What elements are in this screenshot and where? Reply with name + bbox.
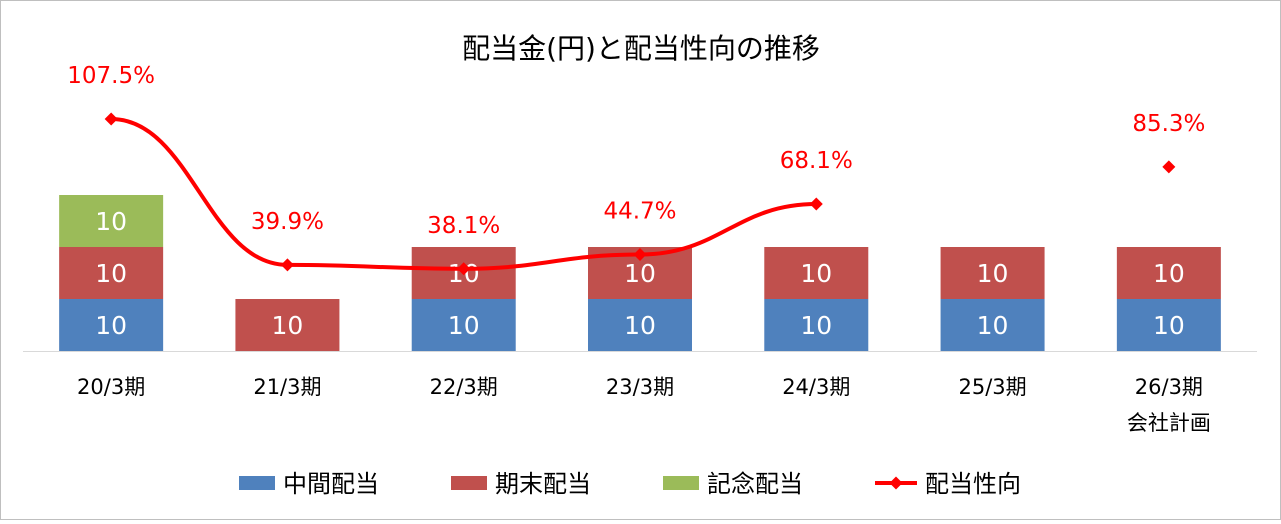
bar-segment — [588, 299, 692, 351]
bar-value-label: 10 — [977, 311, 1009, 340]
bar-segment — [59, 299, 164, 351]
payout-ratio-marker — [457, 262, 471, 276]
bar-value-label: 10 — [95, 207, 127, 236]
bar-segment — [411, 299, 516, 351]
bar-value-label: 10 — [624, 259, 656, 288]
bar-segment — [764, 299, 869, 351]
bar-value-label: 10 — [95, 259, 127, 288]
x-tick-label: 26/3期 — [1135, 375, 1203, 399]
payout-ratio-label: 44.7% — [603, 199, 676, 225]
bar-value-label: 10 — [448, 311, 480, 340]
bar-value-label: 10 — [272, 311, 304, 340]
payout-ratio-line — [111, 117, 817, 271]
bar-segment — [235, 299, 340, 351]
bar-value-label: 10 — [800, 259, 832, 288]
legend-label: 記念配当 — [707, 470, 803, 498]
x-tick-label: 21/3期 — [253, 375, 321, 399]
legend-line-marker — [889, 476, 903, 490]
payout-ratio-layer: 107.5% 39.9% 38.1% 44.7% 68.1% 85.3% — [67, 63, 1205, 276]
bar-segment — [764, 247, 869, 299]
bar-segment — [59, 247, 164, 299]
payout-ratio-marker — [280, 258, 294, 272]
payout-ratio-marker — [633, 248, 647, 262]
bar-value-label: 10 — [1153, 311, 1185, 340]
payout-ratio-label: 38.1% — [427, 213, 500, 239]
bar-segment — [1116, 299, 1221, 351]
payout-ratio-marker — [809, 197, 823, 211]
bar-segment — [940, 299, 1045, 351]
legend-swatch — [451, 476, 487, 490]
chart-title: 配当金(円)と配当性向の推移 — [462, 32, 820, 65]
legend-label: 期末配当 — [495, 470, 591, 498]
x-tick-label: 会社計画 — [1127, 411, 1211, 435]
bar-segment — [1116, 247, 1221, 299]
bar-layer: 1010101010101010101010101010 — [59, 195, 1221, 351]
bar-value-label: 10 — [800, 311, 832, 340]
bar-segment — [940, 247, 1045, 299]
bar-value-label: 10 — [1153, 259, 1185, 288]
legend-label: 配当性向 — [925, 470, 1021, 498]
payout-ratio-marker — [104, 112, 118, 126]
payout-ratio-label: 107.5% — [67, 63, 155, 89]
bar-segment — [59, 195, 164, 247]
bar-value-label: 10 — [624, 311, 656, 340]
bar-value-label: 10 — [95, 311, 127, 340]
payout-ratio-marker — [1162, 160, 1176, 174]
x-tick-label: 23/3期 — [606, 375, 674, 399]
legend-label: 中間配当 — [283, 470, 379, 498]
x-tick-label: 25/3期 — [958, 375, 1026, 399]
x-tick-label: 22/3期 — [430, 375, 498, 399]
legend-swatch — [663, 476, 699, 490]
bar-value-label: 10 — [977, 259, 1009, 288]
payout-ratio-label: 39.9% — [251, 209, 324, 235]
legend-swatch — [239, 476, 275, 490]
payout-ratio-label: 85.3% — [1132, 111, 1205, 137]
x-tick-label: 24/3期 — [782, 375, 850, 399]
payout-ratio-label: 68.1% — [780, 148, 853, 174]
x-tick-label: 20/3期 — [77, 375, 145, 399]
legend: 中間配当 期末配当 記念配当 配当性向 — [239, 470, 1021, 498]
